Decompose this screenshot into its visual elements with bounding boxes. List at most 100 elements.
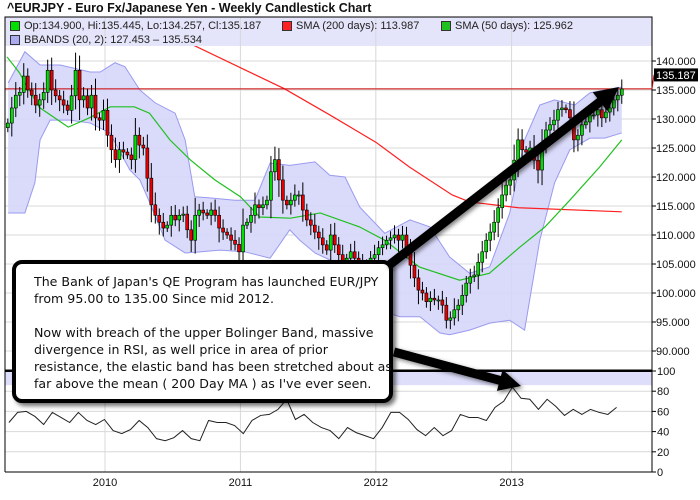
candle bbox=[468, 268, 473, 294]
candle-body bbox=[548, 124, 552, 131]
candle bbox=[420, 281, 425, 301]
candle-body bbox=[189, 229, 193, 241]
candle bbox=[488, 223, 493, 252]
legend-ohlc: Op:134.900, Hi:135.445, Lo:134.257, Cl:1… bbox=[10, 20, 261, 32]
candle bbox=[165, 221, 170, 232]
candle-body bbox=[57, 95, 62, 101]
candle-body bbox=[29, 89, 34, 96]
x-tick-label: 2011 bbox=[229, 477, 253, 489]
candle-body bbox=[257, 204, 261, 209]
candle bbox=[69, 84, 74, 124]
candle-body bbox=[436, 299, 441, 302]
price-tick-label: 140.000 bbox=[656, 56, 696, 68]
candle-body bbox=[173, 214, 178, 221]
price-tick-label: 110.000 bbox=[656, 230, 695, 242]
candle bbox=[217, 206, 221, 243]
rsi-tick-label: 0 bbox=[657, 467, 663, 479]
rsi-tick-label: 100 bbox=[657, 366, 675, 378]
candle bbox=[13, 82, 18, 118]
bollinger-band-fill bbox=[8, 51, 622, 335]
candle-body bbox=[129, 154, 134, 160]
candle-body bbox=[332, 234, 337, 246]
candle bbox=[332, 222, 337, 253]
candle-body bbox=[592, 114, 596, 117]
legend-swatch-sma50 bbox=[441, 21, 451, 31]
candle-body bbox=[316, 231, 321, 239]
candle-body bbox=[209, 209, 213, 216]
candle bbox=[197, 203, 201, 227]
candle bbox=[29, 82, 34, 106]
candle-body bbox=[416, 277, 421, 291]
candle-body bbox=[580, 124, 584, 136]
candle bbox=[269, 156, 273, 219]
candle-body bbox=[611, 99, 616, 109]
candle-body bbox=[536, 159, 540, 171]
candle-body bbox=[37, 99, 42, 106]
candle-body bbox=[504, 184, 508, 196]
candle bbox=[181, 206, 186, 223]
candle-body bbox=[568, 109, 572, 119]
candle bbox=[173, 204, 178, 227]
candle bbox=[305, 203, 309, 227]
candle-body bbox=[237, 243, 241, 253]
candle-body bbox=[77, 69, 82, 101]
candle-body bbox=[540, 144, 544, 171]
candle-body bbox=[468, 276, 473, 284]
annotation-paragraph-1: The Bank of Japan's QE Program has launc… bbox=[34, 274, 379, 306]
candle bbox=[149, 163, 154, 223]
candle bbox=[440, 290, 445, 314]
candle bbox=[245, 218, 249, 230]
candle-body bbox=[448, 317, 453, 321]
candle bbox=[229, 227, 233, 251]
candle-body bbox=[376, 247, 381, 256]
candle-body bbox=[544, 129, 548, 146]
candle bbox=[480, 240, 485, 273]
candle-body bbox=[472, 274, 477, 278]
candle-body bbox=[261, 204, 265, 209]
candle-body bbox=[33, 94, 38, 106]
candle bbox=[504, 178, 508, 202]
candle bbox=[261, 196, 265, 216]
candle-body bbox=[293, 194, 297, 201]
candle-body bbox=[305, 209, 309, 221]
candle bbox=[21, 63, 26, 105]
candle-body bbox=[388, 237, 393, 241]
candle-body bbox=[73, 69, 78, 97]
candle bbox=[253, 192, 257, 224]
candle-body bbox=[619, 88, 624, 96]
candle bbox=[221, 219, 225, 240]
price-tick-label: 130.000 bbox=[656, 114, 696, 126]
candle bbox=[141, 136, 146, 156]
candle bbox=[432, 288, 437, 306]
candle-body bbox=[169, 214, 174, 226]
candle bbox=[273, 146, 277, 181]
candle bbox=[97, 112, 102, 131]
legend-sma200: SMA (200 days): 113.987 bbox=[282, 20, 419, 32]
candle-body bbox=[576, 134, 580, 141]
legend: Op:134.900, Hi:135.445, Lo:134.257, Cl:1… bbox=[6, 18, 651, 46]
candle-body bbox=[113, 149, 118, 160]
candle-body bbox=[65, 104, 70, 111]
candle bbox=[157, 208, 162, 235]
candle bbox=[309, 212, 313, 236]
candle bbox=[205, 209, 209, 219]
candle bbox=[49, 57, 54, 106]
candle-body bbox=[165, 224, 170, 229]
candle-body bbox=[265, 199, 269, 206]
candle-body bbox=[492, 221, 496, 233]
candle bbox=[101, 99, 106, 130]
price-tick-label: 125.000 bbox=[656, 143, 696, 155]
candle bbox=[45, 59, 50, 103]
candle bbox=[193, 197, 197, 254]
candle-body bbox=[420, 289, 425, 294]
candle bbox=[233, 230, 237, 251]
candle bbox=[73, 52, 78, 110]
candle bbox=[301, 182, 305, 222]
legend-bbands-text: BBANDS (20, 2): 127.453 – 135.534 bbox=[24, 34, 202, 46]
candle-body bbox=[396, 234, 401, 241]
candle bbox=[324, 240, 329, 255]
candle-body bbox=[464, 282, 469, 296]
candle bbox=[189, 220, 193, 252]
candle bbox=[153, 192, 158, 224]
candle-body bbox=[484, 239, 489, 253]
